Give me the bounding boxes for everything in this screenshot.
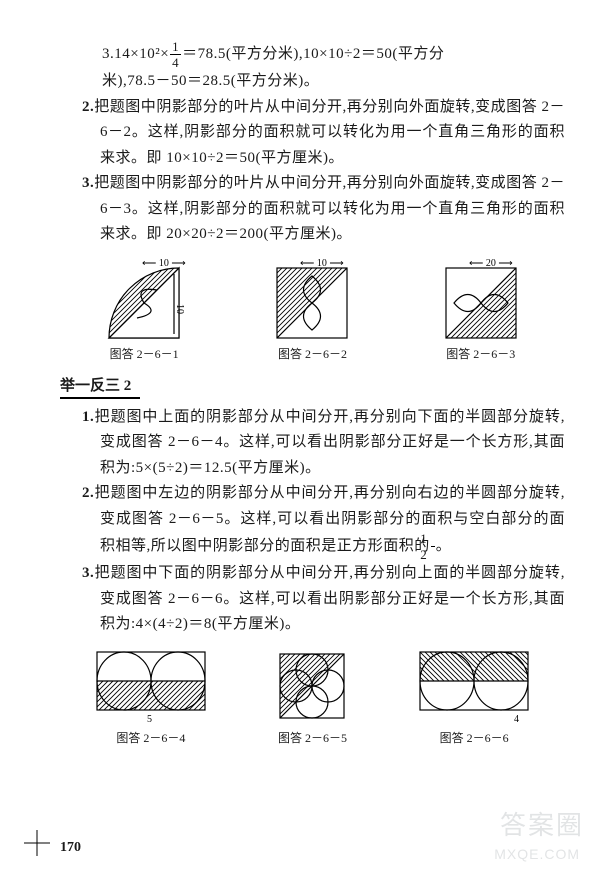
fig-2-6-6-cap: 图答 2－6－6 xyxy=(414,729,534,746)
svg-text:⟵ 10 ⟶: ⟵ 10 ⟶ xyxy=(142,258,186,269)
item-3-text: 把题图中阴影部分的叶片从中间分开,再分别向外面旋转,变成图答 2－6－3。这样,… xyxy=(94,175,565,242)
b-item-2: 2.把题图中左边的阴影部分从中间分开,再分别向右边的半圆部分旋转,变成图答 2－… xyxy=(80,481,565,561)
figure-row-2: 5 图答 2－6－4 图答 2－6－5 xyxy=(60,646,565,746)
b3-num: 3. xyxy=(82,565,94,581)
svg-text:10: 10 xyxy=(174,304,185,314)
fig-2-6-6: 4 图答 2－6－6 xyxy=(414,646,534,746)
b2-text-a: 把题图中左边的阴影部分从中间分开,再分别向右边的半圆部分旋转,变成图答 2－6－… xyxy=(94,485,565,554)
fig-2-6-3: ⟵ 20 ⟶ 图答 2－6－3 xyxy=(436,256,526,362)
fig-2-6-4: 5 图答 2－6－4 xyxy=(91,646,211,746)
svg-text:⟵ 20 ⟶: ⟵ 20 ⟶ xyxy=(469,258,513,269)
page: 3.14×10²×14＝78.5(平方分米),10×10÷2＝50(平方分 米)… xyxy=(0,0,600,870)
item-3-num: 3. xyxy=(82,175,94,191)
section-heading: 举一反三 2 xyxy=(60,374,131,395)
fig-2-6-5: 图答 2－6－5 xyxy=(272,646,352,746)
b3-text: 把题图中下面的阴影部分从中间分开,再分别向上面的半圆部分旋转,变成图答 2－6－… xyxy=(94,565,565,632)
b2-num: 2. xyxy=(82,485,94,501)
fig-2-6-5-cap: 图答 2－6－5 xyxy=(272,729,352,746)
item-2-text: 把题图中阴影部分的叶片从中间分开,再分别向外面旋转,变成图答 2－6－2。这样,… xyxy=(94,99,565,166)
fig-2-6-1: ⟵ 10 ⟶ 10 图答 2－6－1 xyxy=(99,256,189,362)
fig-2-6-4-cap: 图答 2－6－4 xyxy=(91,729,211,746)
item-2: 2.把题图中阴影部分的叶片从中间分开,再分别向外面旋转,变成图答 2－6－2。这… xyxy=(80,95,565,172)
fig-2-6-3-svg: ⟵ 20 ⟶ xyxy=(436,256,526,342)
fig-2-6-5-svg xyxy=(272,646,352,726)
watermark-url: MXQE.COM xyxy=(494,846,580,862)
para1-line1: 3.14×10²×14＝78.5(平方分米),10×10÷2＝50(平方分 xyxy=(60,40,565,69)
frac-half: 12 xyxy=(431,532,435,561)
b1-num: 1. xyxy=(82,409,94,425)
svg-text:⟵ 10 ⟶: ⟵ 10 ⟶ xyxy=(300,258,344,269)
fig-2-6-3-cap: 图答 2－6－3 xyxy=(436,345,526,362)
b-item-3: 3.把题图中下面的阴影部分从中间分开,再分别向上面的半圆部分旋转,变成图答 2－… xyxy=(80,561,565,638)
item-3: 3.把题图中阴影部分的叶片从中间分开,再分别向外面旋转,变成图答 2－6－3。这… xyxy=(80,171,565,248)
section-underline xyxy=(60,397,140,399)
para1-l1: 3.14×10²× xyxy=(102,46,169,62)
fig-2-6-4-svg: 5 xyxy=(91,646,211,726)
fig-2-6-6-svg: 4 xyxy=(414,646,534,726)
page-number: 170 xyxy=(60,840,81,856)
frac-1-4: 14 xyxy=(170,40,181,69)
b2-text-b: 。 xyxy=(436,538,452,554)
fig-2-6-2: ⟵ 10 ⟶ 图答 2－6－2 xyxy=(267,256,357,362)
fig-2-6-4-dim: 5 xyxy=(147,714,152,725)
fig-2-6-1-cap: 图答 2－6－1 xyxy=(99,345,189,362)
registration-mark-icon xyxy=(24,830,50,856)
watermark-text: 答案圈 xyxy=(500,805,584,842)
fig-2-6-6-dim: 4 xyxy=(514,714,519,725)
fig-2-6-2-cap: 图答 2－6－2 xyxy=(267,345,357,362)
item-2-num: 2. xyxy=(82,99,94,115)
b1-text: 把题图中上面的阴影部分从中间分开,再分别向下面的半圆部分旋转,变成图答 2－6－… xyxy=(94,409,565,476)
fig-2-6-2-svg: ⟵ 10 ⟶ xyxy=(267,256,357,342)
fig-2-6-1-svg: ⟵ 10 ⟶ 10 xyxy=(99,256,189,342)
para1-l1b: ＝78.5(平方分米),10×10÷2＝50(平方分 xyxy=(182,46,444,62)
b-item-1: 1.把题图中上面的阴影部分从中间分开,再分别向下面的半圆部分旋转,变成图答 2－… xyxy=(80,405,565,482)
para1-line2: 米),78.5－50＝28.5(平方分米)。 xyxy=(60,69,565,95)
figure-row-1: ⟵ 10 ⟶ 10 图答 2－6－1 ⟵ 10 ⟶ 图答 2－6－2 xyxy=(60,256,565,362)
